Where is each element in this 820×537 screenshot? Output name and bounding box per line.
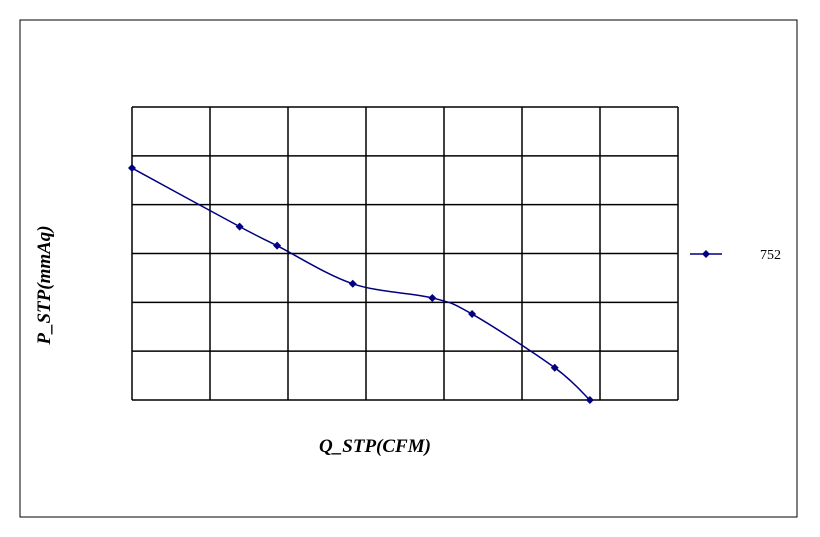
data-point bbox=[428, 293, 437, 302]
data-point bbox=[348, 279, 357, 288]
data-point bbox=[235, 222, 244, 231]
legend-marker bbox=[702, 250, 710, 258]
data-point bbox=[585, 396, 594, 404]
data-point bbox=[468, 310, 477, 319]
x-axis-label: Q_STP(CFM) bbox=[319, 436, 431, 457]
data-point bbox=[273, 241, 282, 250]
y-axis-label: P_STP(mmAq) bbox=[34, 225, 55, 345]
legend-label: 752 bbox=[760, 248, 781, 263]
data-point bbox=[128, 164, 136, 173]
data-point bbox=[550, 363, 559, 372]
